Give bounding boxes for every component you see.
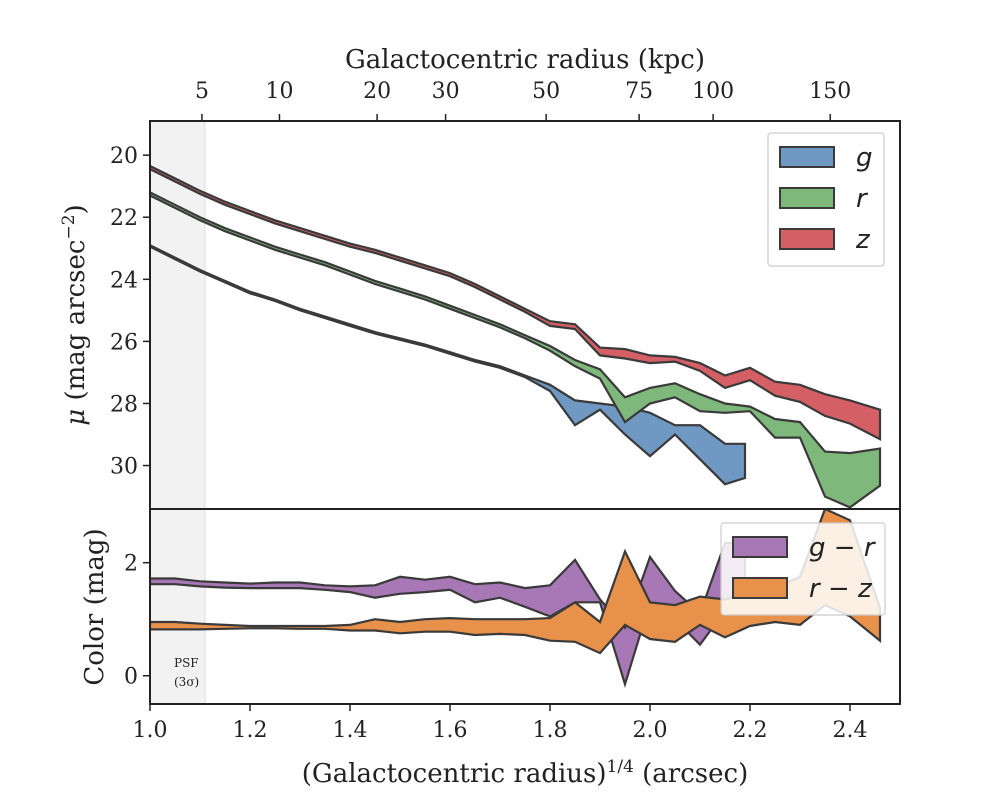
legend-swatch	[732, 577, 788, 599]
bottom-xtick-label: 1.4	[333, 718, 368, 743]
top-tick-label: 20	[363, 79, 391, 104]
lower-ytick-label: 0	[124, 665, 138, 690]
upper-legend: grz	[767, 132, 885, 267]
upper-ytick-label: 30	[110, 455, 138, 480]
lower-ytick-label: 2	[124, 552, 138, 577]
bottom-xtick-label: 1.2	[233, 718, 268, 743]
legend-label: g − r	[809, 533, 877, 563]
top-tick-label: 30	[432, 79, 460, 104]
top-tick-label: 150	[809, 79, 851, 104]
psf-label-line2: (3σ)	[174, 675, 199, 689]
top-tick-label: 75	[625, 79, 653, 104]
upper-y-axis-text: (mag arcsec	[61, 240, 91, 409]
legend-swatch	[779, 146, 835, 168]
top-tick-label: 50	[532, 79, 560, 104]
upper-ytick-label: 20	[110, 144, 138, 169]
top-tick-label: 100	[692, 79, 734, 104]
legend-swatch	[779, 228, 835, 250]
legend-label: z	[855, 225, 871, 255]
legend-swatch	[732, 536, 788, 558]
bottom-xtick-label: 2.4	[833, 718, 868, 743]
color-panel: 0 2 1.0 1.2 1.4 1.6 1.8 2.0 2.2 2.4 g − r r − z P…	[124, 508, 901, 743]
upper-series-z-band	[150, 164, 882, 442]
upper-y-axis-sup: −2	[59, 214, 79, 239]
upper-y-axis-close: )	[61, 204, 91, 214]
bottom-xtick-label: 2.0	[633, 718, 668, 743]
legend-label: g	[856, 143, 873, 173]
psf-label-line1: PSF	[174, 656, 199, 670]
top-tick-label: 5	[195, 79, 209, 104]
upper-psf-region	[149, 120, 206, 510]
upper-ytick-label: 22	[110, 206, 138, 231]
bottom-axis-label-unit: (arcsec)	[634, 759, 748, 789]
bottom-xtick-label: 1.6	[433, 718, 468, 743]
surface-brightness-panel: 20 22 24 26 28 30 5 10 20 30 50 75 100 150 grz	[110, 79, 901, 510]
upper-ytick-label: 26	[110, 330, 138, 355]
lower-series-rz-band	[150, 509, 882, 655]
legend-label: r	[856, 184, 869, 214]
upper-ytick-label: 28	[110, 392, 138, 417]
bottom-xtick-label: 1.8	[533, 718, 568, 743]
upper-y-axis-label: μ (mag arcsec−2)	[59, 204, 91, 425]
bottom-axis-label-main: (Galactocentric radius)	[302, 759, 607, 789]
lower-panel-frame	[149, 508, 901, 705]
bottom-axis-label: (Galactocentric radius)1/4 (arcsec)	[302, 757, 748, 789]
lower-y-axis-label: Color (mag)	[80, 528, 110, 685]
upper-ytick-label: 24	[110, 268, 138, 293]
upper-series-g-band	[150, 243, 747, 486]
bottom-axis-label-sup: 1/4	[607, 757, 634, 777]
lower-legend: g − r r − z	[720, 522, 886, 616]
upper-series-r-band	[150, 191, 882, 509]
legend-swatch	[779, 187, 835, 209]
top-axis-label: Galactocentric radius (kpc)	[345, 45, 705, 75]
upper-y-axis-symbol: μ	[61, 409, 91, 426]
top-tick-label: 10	[265, 79, 293, 104]
legend-label: r − z	[809, 574, 873, 604]
bottom-xtick-label: 2.2	[733, 718, 768, 743]
bottom-xtick-label: 1.0	[133, 718, 168, 743]
